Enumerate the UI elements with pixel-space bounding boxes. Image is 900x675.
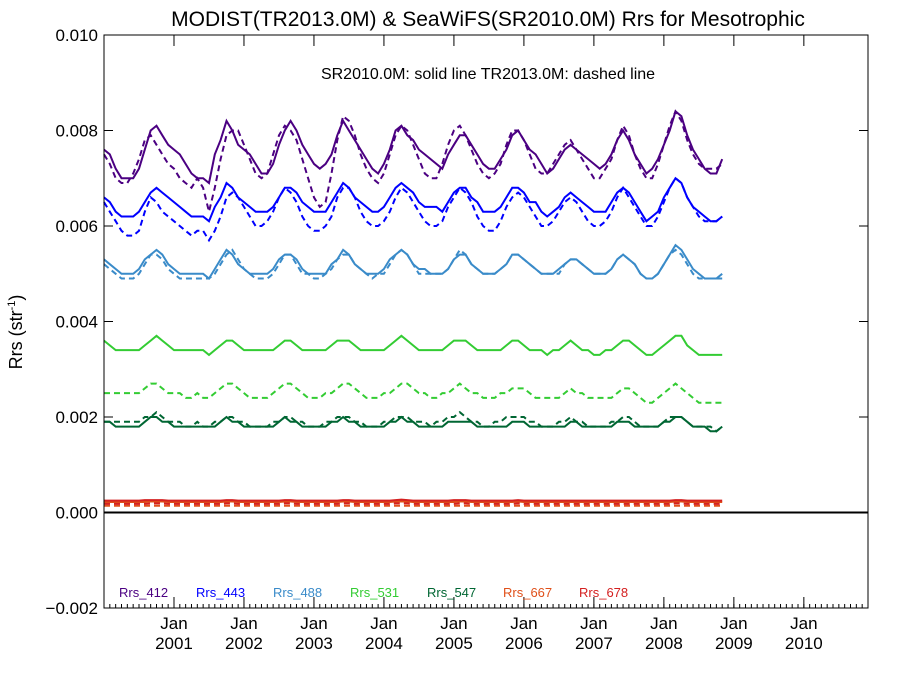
legend-item-rrs-547: Rrs_547 (427, 585, 476, 600)
x-tick-label-month: Jan (650, 614, 677, 633)
x-tick-label-month: Jan (370, 614, 397, 633)
chart-annotation: SR2010.0M: solid line TR2013.0M: dashed … (321, 66, 655, 83)
plot-frame (103, 34, 869, 609)
legend-item-rrs-678: Rrs_678 (579, 585, 628, 600)
x-tick-label-year: 2007 (575, 634, 613, 653)
y-axis-label-sup: -1 (6, 301, 18, 311)
chart-title: MODIST(TR2013.0M) & SeaWiFS(SR2010.0M) R… (171, 8, 805, 31)
legend-item-rrs-488: Rrs_488 (273, 585, 322, 600)
y-tick-label: −0.002 (46, 599, 98, 618)
x-tick-label-month: Jan (160, 614, 187, 633)
legend: Rrs_412 Rrs_443 Rrs_488 Rrs_531 Rrs_547 Rrs_6… (119, 585, 628, 600)
rrs-488-solid-line (103, 243, 723, 280)
legend-item-rrs-667: Rrs_667 (503, 585, 552, 600)
rrs-531-dashed-line (104, 382, 723, 404)
x-tick-label-year: 2004 (365, 634, 403, 653)
x-tick-label-year: 2010 (785, 634, 823, 653)
x-tick-label-month: Jan (580, 614, 607, 633)
y-axis-label-close: ) (6, 295, 26, 301)
x-tick-label-month: Jan (440, 614, 467, 633)
rrs-547-solid-line (104, 415, 723, 433)
x-tick-label-month: Jan (720, 614, 747, 633)
rrs-667-solid-line (104, 500, 723, 503)
x-tick-label-year: 2008 (645, 634, 683, 653)
legend-item-rrs-443: Rrs_443 (196, 585, 245, 600)
y-axis-label-main: Rrs (str (6, 310, 26, 369)
y-tick-label: 0.004 (55, 313, 98, 332)
rrs-443-dashed-line (103, 176, 723, 243)
y-tick-label: 0.006 (55, 217, 98, 236)
x-tick-label-year: 2009 (715, 634, 753, 653)
rrs-531-solid-line (103, 334, 723, 357)
x-tick-label-year: 2005 (435, 634, 473, 653)
x-tick-label-year: 2006 (505, 634, 543, 653)
series-lines (103, 109, 724, 507)
x-tick-label-year: 2001 (155, 634, 193, 653)
x-tick-label-year: 2003 (295, 634, 333, 653)
rrs-678-dashed-line (104, 502, 723, 505)
legend-item-rrs-531: Rrs_531 (350, 585, 399, 600)
y-tick-label: 0.002 (55, 408, 98, 427)
rrs-443-solid-line (103, 176, 723, 223)
x-tick-label-month: Jan (510, 614, 537, 633)
y-axis-label: Rrs (str-1) (6, 295, 26, 370)
rrs-678-solid-line (104, 498, 723, 502)
rrs-412-solid-line (103, 109, 724, 185)
y-tick-label: 0.008 (55, 122, 98, 141)
x-tick-label-month: Jan (790, 614, 817, 633)
axis-ticks: 0.0100.0080.0060.0040.0020.000−0.002Jan2… (46, 26, 869, 653)
x-tick-label-year: 2002 (225, 634, 263, 653)
x-tick-label-month: Jan (230, 614, 257, 633)
x-tick-label-month: Jan (300, 614, 327, 633)
y-tick-label: 0.010 (55, 26, 98, 45)
legend-item-rrs-412: Rrs_412 (119, 585, 168, 600)
rrs-412-dashed-line (103, 109, 723, 212)
y-tick-label: 0.000 (55, 504, 98, 523)
